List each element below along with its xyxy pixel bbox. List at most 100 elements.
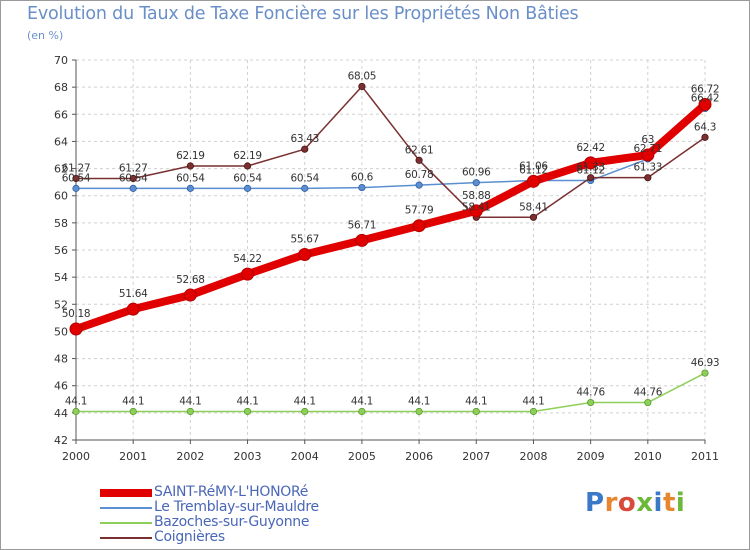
data-point-bazoches [701, 369, 709, 377]
data-label-coignieres: 61.33 [576, 162, 605, 174]
chart-title: Evolution du Taux de Taxe Foncière sur l… [27, 4, 579, 24]
data-point-tremblay [301, 184, 309, 192]
data-label-tremblay: 60.54 [290, 172, 319, 184]
data-point-coignieres [72, 174, 80, 183]
data-label-bazoches: 44.1 [65, 396, 87, 408]
data-point-bazoches [72, 407, 80, 416]
legend-swatch [100, 488, 152, 497]
data-label-coignieres: 62.61 [405, 144, 434, 156]
data-label-tremblay: 60.78 [405, 169, 434, 181]
data-label-saint-remy: 54.22 [233, 253, 262, 265]
data-label-saint-remy: 52.68 [176, 274, 205, 286]
data-label-bazoches: 44.76 [576, 387, 605, 399]
proxiti-logo: Proxiti [585, 488, 685, 518]
data-point-bazoches [129, 407, 137, 416]
legend: SAINT-RéMY-L'HONORé Le Tremblay-sur-Mauld… [100, 485, 319, 545]
logo-letter: P [585, 488, 605, 518]
x-tick-label: 2006 [405, 450, 433, 463]
data-point-saint-remy [355, 233, 369, 247]
data-label-tremblay: 66.42 [691, 93, 720, 105]
data-label-tremblay: 61.12 [519, 165, 548, 177]
axis-layer: 42 44 46 48 50 52 54 56 58 60 62 64 66 68 70 2000 2001 20… [54, 54, 719, 463]
data-label-tremblay: 60.54 [176, 172, 205, 184]
data-label-bazoches: 44.1 [179, 396, 201, 408]
data-point-tremblay [243, 184, 252, 192]
data-label-tremblay: 61.12 [576, 165, 605, 177]
data-label-bazoches: 44.1 [522, 396, 544, 408]
grid-layer [75, 59, 706, 441]
data-label-tremblay: 60.54 [233, 172, 262, 184]
data-label-tremblay: 60.54 [62, 172, 91, 184]
legend-label: Coignières [154, 529, 225, 545]
data-label-tremblay: 60.54 [119, 172, 148, 184]
data-label-saint-remy: 66.72 [691, 84, 720, 96]
y-tick-label: 52 [54, 298, 68, 311]
x-tick-label: 2003 [234, 450, 262, 463]
data-point-tremblay [72, 184, 80, 192]
legend-label: Bazoches-sur-Guyonne [154, 514, 310, 530]
line-chart: 42 44 46 48 50 52 54 56 58 60 62 64 66 68 70 2000 2001 20… [54, 54, 720, 463]
data-point-coignieres [243, 162, 252, 170]
data-label-bazoches: 46.93 [691, 357, 720, 369]
data-label-saint-remy: 62.42 [576, 142, 605, 154]
data-label-coignieres: 61.27 [62, 162, 91, 174]
data-point-coignieres [129, 174, 137, 183]
data-label-bazoches: 44.1 [294, 396, 316, 408]
data-label-coignieres: 63.43 [290, 133, 319, 145]
data-point-bazoches [415, 407, 423, 416]
data-point-bazoches [186, 407, 194, 416]
data-label-saint-remy: 55.67 [290, 233, 319, 245]
y-tick-label: 44 [54, 407, 68, 420]
series-line-bazoches [75, 372, 706, 413]
y-tick-label: 64 [54, 135, 68, 148]
x-tick-label: 2010 [634, 450, 662, 463]
y-tick-label: 66 [54, 108, 68, 121]
data-point-saint-remy [526, 174, 540, 188]
data-label-saint-remy: 56.71 [348, 219, 377, 231]
y-tick-label: 48 [54, 353, 68, 366]
y-tick-label: 60 [54, 190, 68, 203]
y-tick-label: 70 [54, 54, 68, 67]
data-label-coignieres: 58.41 [519, 201, 548, 213]
data-label-saint-remy: 63 [641, 134, 654, 146]
legend-item-saint-remy: SAINT-RéMY-L'HONORé [100, 485, 319, 500]
y-tick-label: 54 [54, 271, 68, 284]
data-point-coignieres [644, 174, 652, 182]
data-point-bazoches [301, 407, 309, 416]
series-line-coignieres [75, 85, 706, 219]
data-point-coignieres [587, 174, 595, 182]
chart-subtitle: (en %) [27, 29, 64, 42]
x-tick-label: 2011 [691, 450, 719, 463]
data-label-coignieres: 64.3 [694, 121, 716, 133]
data-label-tremblay: 60.96 [462, 167, 491, 179]
x-tick-label: 2000 [62, 450, 90, 463]
logo-letter: i [675, 488, 686, 518]
data-point-saint-remy [412, 219, 426, 233]
data-point-bazoches [472, 407, 480, 416]
x-tick-label: 2005 [348, 450, 376, 463]
data-point-tremblay [129, 184, 137, 192]
data-label-coignieres: 62.19 [233, 150, 262, 162]
data-label-coignieres: 68.05 [348, 70, 377, 82]
data-label-coignieres: 61.33 [634, 162, 663, 174]
data-point-coignieres [301, 145, 309, 153]
data-point-saint-remy [126, 302, 140, 316]
x-tick-label: 2001 [119, 450, 147, 463]
logo-letter: o [617, 488, 637, 518]
data-point-tremblay [186, 184, 194, 192]
data-point-tremblay [358, 183, 366, 192]
x-tick-label: 2002 [176, 450, 204, 463]
legend-label: Le Tremblay-sur-Mauldre [154, 499, 319, 515]
x-tick-label: 2007 [462, 450, 490, 463]
legend-item-coignieres: Coignières [100, 530, 319, 545]
data-label-saint-remy: 58.88 [462, 190, 491, 202]
data-label-saint-remy: 61.06 [519, 160, 548, 172]
data-label-bazoches: 44.1 [351, 396, 373, 408]
data-label-bazoches: 44.76 [634, 387, 663, 399]
data-label-tremblay: 62.71 [634, 143, 663, 155]
y-tick-label: 58 [54, 217, 68, 230]
data-point-coignieres [701, 133, 709, 141]
legend-swatch [100, 521, 152, 524]
data-label-tremblay: 60.6 [351, 172, 374, 184]
data-point-tremblay [472, 179, 480, 187]
